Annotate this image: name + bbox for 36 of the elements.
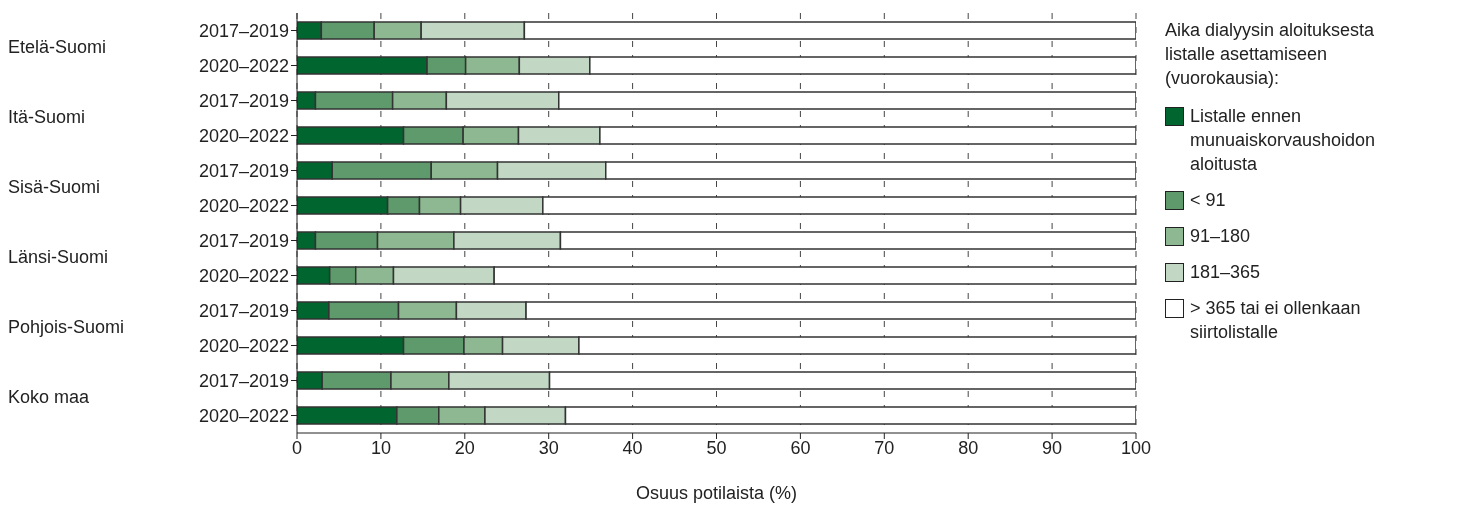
y-tick-label: 2020–2022 [198, 335, 289, 356]
y-tick-label: 2020–2022 [198, 405, 289, 426]
legend-label: 181–365 [1190, 261, 1262, 284]
x-axis-title: Osuus potilaista (%) [635, 483, 798, 503]
y-tick-label: 2020–2022 [198, 195, 289, 216]
text: Etelä-Suomi [8, 37, 107, 58]
y-tick-label: 2017–2019 [198, 20, 289, 41]
text: Pohjois-Suomi [8, 317, 125, 338]
legend-label: 91–180 [1190, 225, 1252, 248]
y-tick-label: 2020–2022 [198, 125, 289, 146]
x-tick-label: 50 [706, 437, 727, 458]
x-tick-label: 90 [1042, 437, 1063, 458]
x-tick-label: 30 [538, 437, 559, 458]
x-tick-label: 0 [291, 437, 303, 458]
y-tick-label: 2017–2019 [198, 160, 289, 181]
y-tick-label: 2017–2019 [198, 90, 289, 111]
x-tick-label: 60 [790, 437, 811, 458]
text: Länsi-Suomi [8, 247, 109, 268]
x-tick-label: 10 [370, 437, 391, 458]
text: Itä-Suomi [8, 107, 86, 128]
x-tick-label: 80 [958, 437, 979, 458]
x-tick-label: 70 [874, 437, 895, 458]
legend-label: < 91 [1190, 189, 1227, 212]
legend-label: Listalle ennen munuaiskorvaushoidon aloitusta [1190, 105, 1377, 176]
x-tick-label: 100 [1120, 437, 1152, 458]
text: Koko maa [8, 387, 90, 408]
text: Sisä-Suomi [8, 177, 101, 198]
y-tick-label: 2020–2022 [198, 55, 289, 76]
y-tick-label: 2017–2019 [198, 230, 289, 251]
y-tick-label: 2017–2019 [198, 300, 289, 321]
text: > 365 tai ei ollenkaan siirtolistalle [1190, 297, 1362, 344]
y-tick-label: 2017–2019 [198, 370, 289, 391]
x-tick-label: 40 [622, 437, 643, 458]
legend-title: Aika dialyysin aloituksesta listalle asettamiseen (vuorokausia): [1165, 19, 1376, 90]
x-tick-label: 20 [454, 437, 475, 458]
y-tick-label: 2020–2022 [198, 265, 289, 286]
